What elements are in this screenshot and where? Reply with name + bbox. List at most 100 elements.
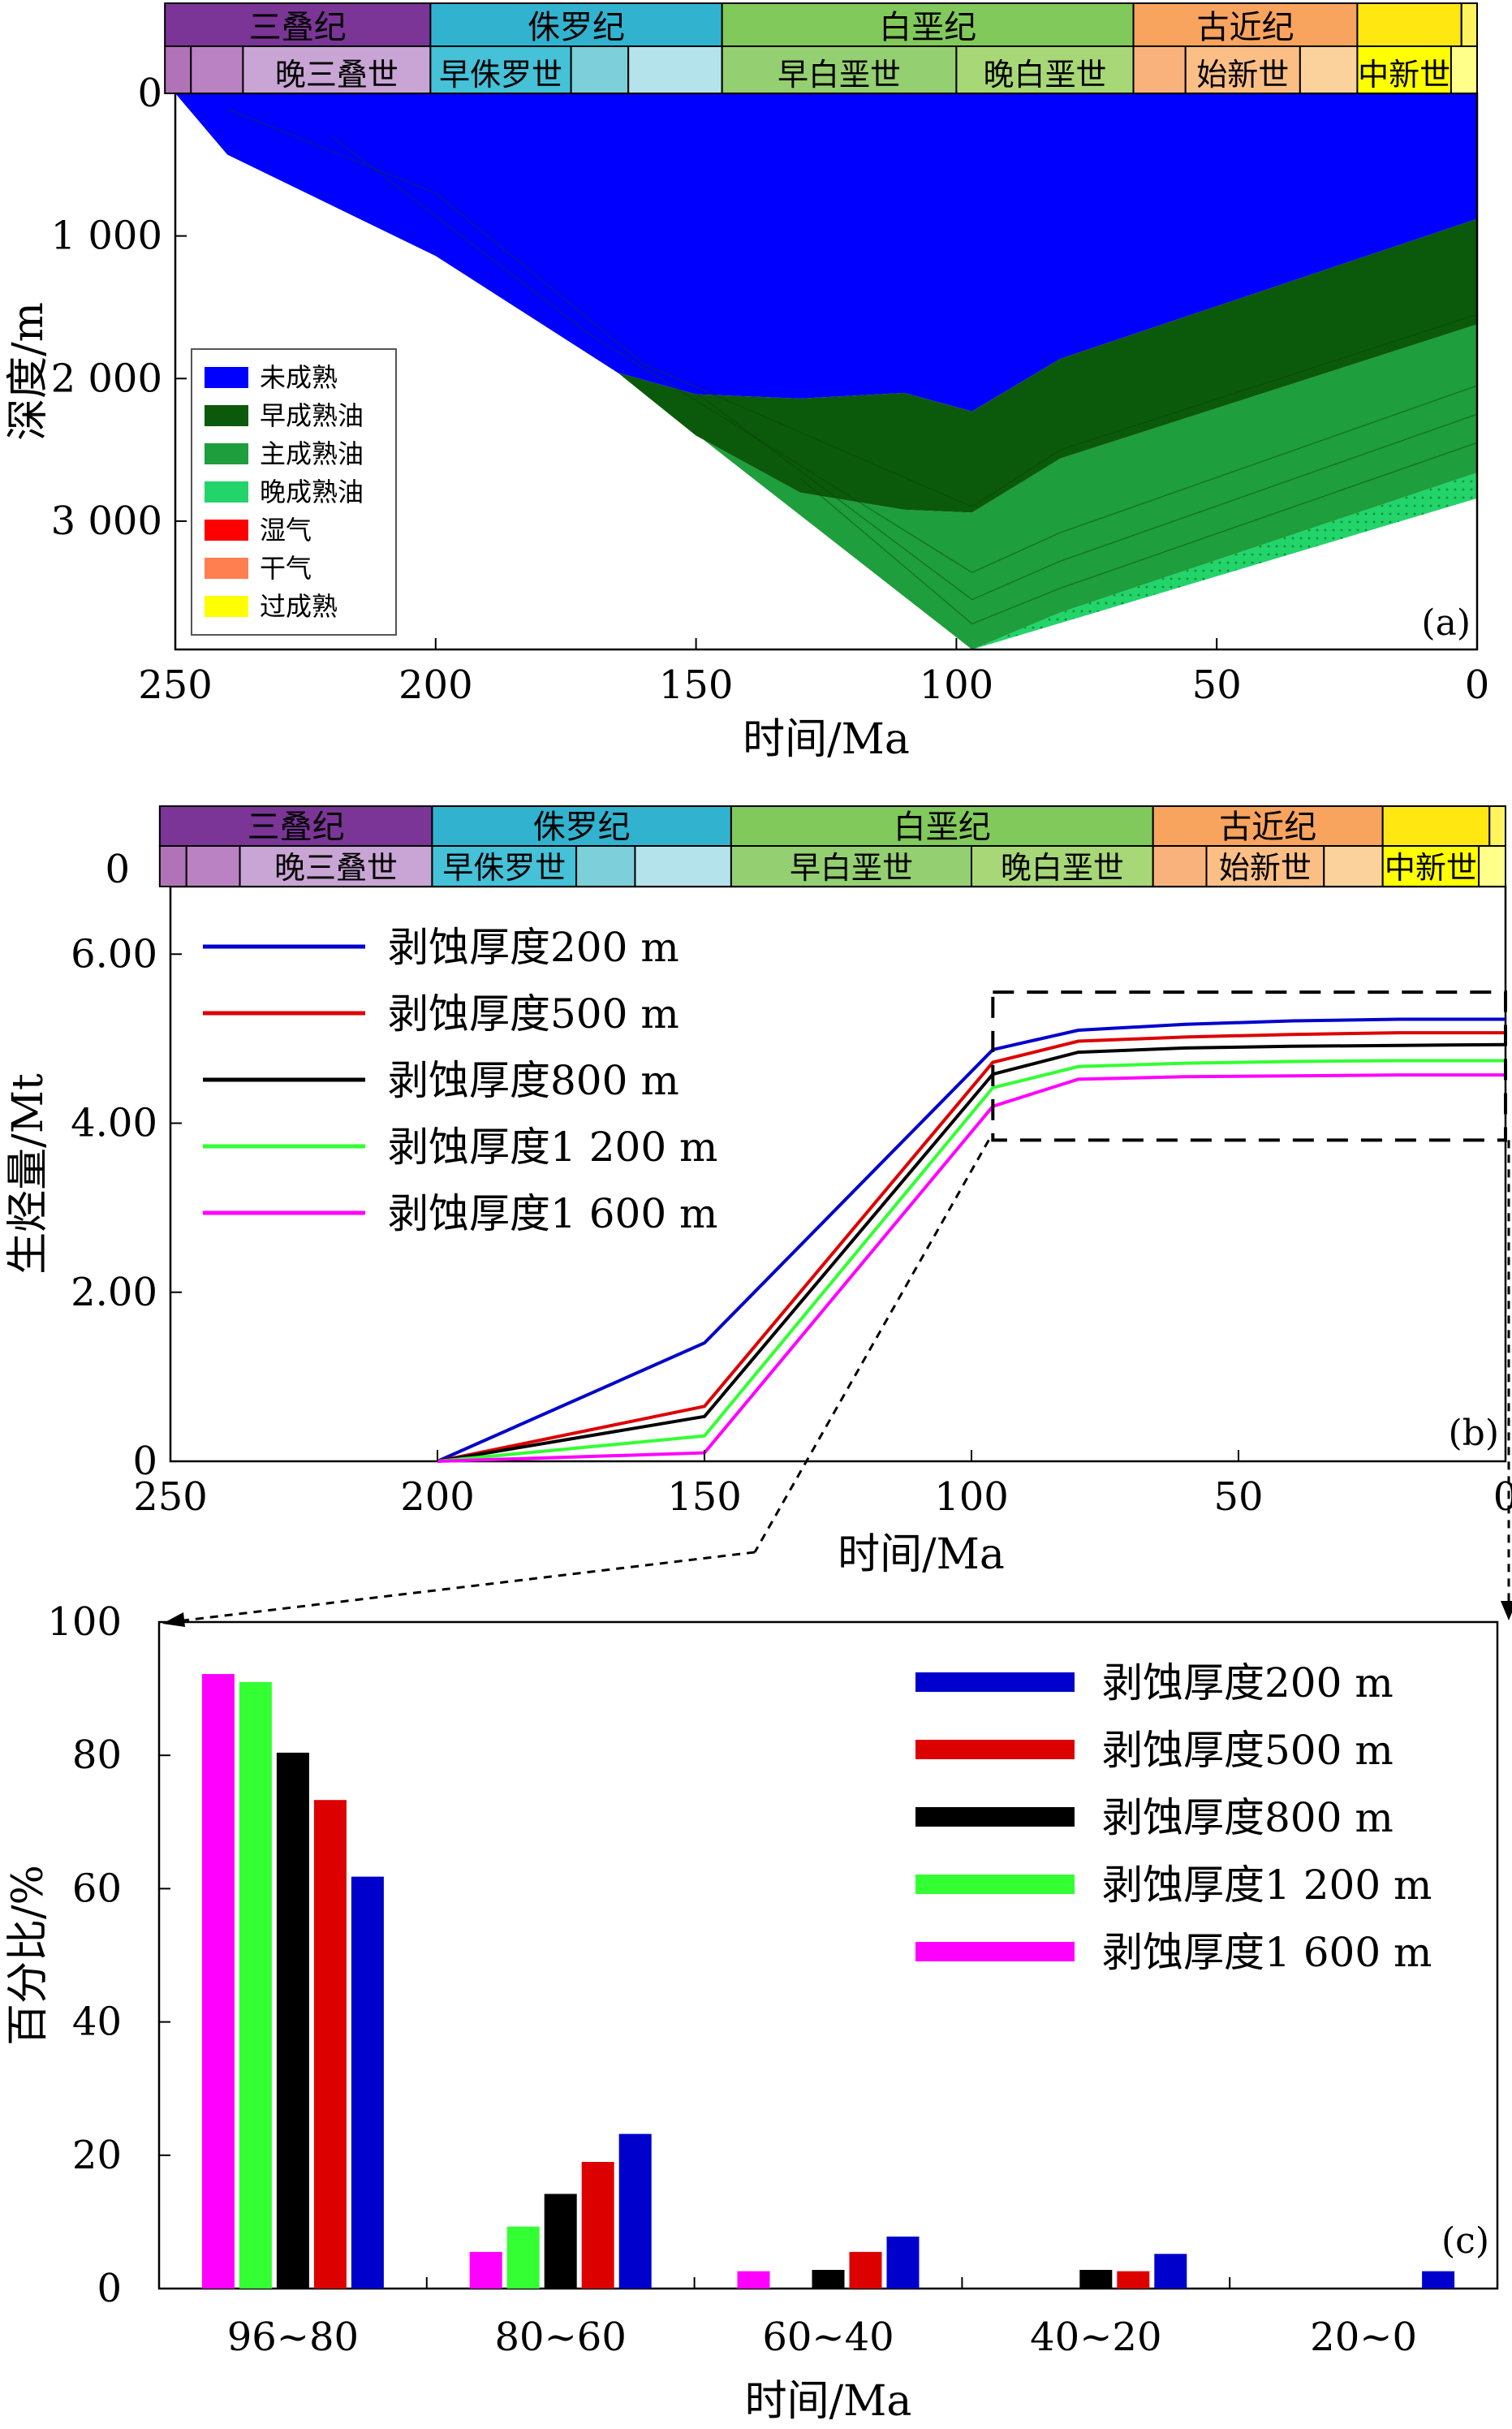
bar-2-2 bbox=[812, 2270, 845, 2289]
epoch-label: 早侏罗世 bbox=[439, 57, 562, 93]
epoch-cell bbox=[730, 845, 973, 887]
series-line-0 bbox=[437, 1017, 1506, 1463]
legend-label: 剥蚀厚度500 m bbox=[388, 990, 679, 1038]
panel-label: (b) bbox=[1449, 1413, 1500, 1454]
legend-swatch bbox=[915, 1672, 1075, 1692]
period-cell bbox=[730, 805, 1154, 847]
legend-label: 剥蚀厚度200 m bbox=[1102, 1659, 1394, 1706]
bar-0-1 bbox=[239, 1681, 272, 2289]
bar-2-3 bbox=[849, 2251, 882, 2289]
epoch-label: 中新世 bbox=[1385, 850, 1477, 886]
series-line-3 bbox=[437, 1059, 1506, 1463]
bar-1-2 bbox=[544, 2194, 577, 2289]
legend-swatch bbox=[205, 596, 248, 617]
panel-a-burial-history: 250 200 150 100 50 0 0 1 000 2 000 3 000 时间/Ma 深度/m… bbox=[4, 71, 1489, 764]
x-tick-label: 100 bbox=[920, 662, 994, 708]
y-tick-label: 40 bbox=[72, 2000, 122, 2045]
epoch-cell bbox=[575, 845, 636, 887]
epoch-label: 晚白垩世 bbox=[983, 57, 1106, 93]
period-cell bbox=[1132, 2, 1359, 47]
epoch-cell bbox=[1478, 845, 1506, 887]
legend-swatch bbox=[205, 443, 248, 464]
y-tick-label: 0 bbox=[132, 1439, 157, 1484]
period-label: 白垩纪 bbox=[894, 809, 991, 846]
epoch-label: 始新世 bbox=[1196, 57, 1289, 93]
y-tick-label: 80 bbox=[72, 1732, 122, 1778]
layer-line bbox=[331, 136, 1478, 573]
y-tick-label: 20 bbox=[72, 2133, 122, 2178]
epoch-cell bbox=[164, 45, 192, 94]
layer-line bbox=[226, 108, 1478, 508]
legend-label: 剥蚀厚度800 m bbox=[1102, 1794, 1394, 1841]
panel-c-percentage: 96~80 80~60 60~40 40~20 20~0 0 20 40 60 80 100 时间/M… bbox=[4, 1599, 1499, 2426]
zone-early-oil bbox=[618, 218, 1477, 513]
x-tick-label: 150 bbox=[659, 662, 734, 708]
y-tick-label: 1 000 bbox=[51, 214, 162, 259]
period-cell bbox=[1488, 805, 1507, 847]
epoch-label: 晚三叠世 bbox=[275, 57, 398, 93]
period-cell bbox=[1460, 2, 1478, 47]
y-tick-label: 4.00 bbox=[71, 1101, 157, 1146]
legend-label: 剥蚀厚度1 200 m bbox=[1102, 1862, 1432, 1909]
strat-zero-label: 0 bbox=[105, 847, 130, 892]
x-category-label: 80~60 bbox=[495, 2315, 627, 2360]
legend-swatch bbox=[915, 1942, 1075, 1961]
legend-swatch bbox=[205, 405, 248, 426]
epoch-cell bbox=[1132, 45, 1187, 94]
bar-4-4 bbox=[1422, 2271, 1455, 2289]
period-cell bbox=[1152, 805, 1384, 847]
x-tick-label: 250 bbox=[133, 1474, 208, 1520]
bar-3-4 bbox=[1154, 2254, 1187, 2289]
y-tick-label: 3 000 bbox=[51, 498, 162, 544]
period-cell bbox=[429, 2, 723, 47]
epoch-cell bbox=[955, 45, 1135, 94]
x-tick-label: 200 bbox=[398, 662, 473, 708]
epoch-cell bbox=[721, 45, 958, 94]
arrow-head bbox=[1501, 1601, 1512, 1620]
y-tick-label: 100 bbox=[47, 1599, 122, 1645]
epoch-cell bbox=[627, 45, 723, 94]
epoch-cell bbox=[1299, 45, 1359, 94]
x-tick-label: 0 bbox=[1493, 1474, 1512, 1520]
bar-2-4 bbox=[886, 2236, 920, 2289]
period-cell bbox=[721, 2, 1135, 47]
x-tick-label: 100 bbox=[934, 1474, 1009, 1520]
x-category-label: 96~80 bbox=[227, 2315, 359, 2360]
y-axis-label: 百分比/% bbox=[4, 1865, 53, 2046]
legend-frame bbox=[191, 348, 397, 636]
zone-main-oil bbox=[618, 324, 1477, 649]
zone-late-oil bbox=[971, 472, 1477, 649]
legend-swatch bbox=[915, 1740, 1075, 1759]
epoch-cell bbox=[242, 45, 432, 94]
connector-line bbox=[170, 1551, 756, 1624]
series-line-1 bbox=[437, 1031, 1506, 1463]
epoch-cell bbox=[429, 45, 572, 94]
x-tick-label: 150 bbox=[667, 1474, 742, 1520]
zoom-connectors bbox=[162, 1139, 1512, 1627]
epoch-cell bbox=[190, 45, 244, 94]
period-label: 侏罗纪 bbox=[528, 9, 625, 46]
epoch-label: 早侏罗世 bbox=[442, 850, 566, 886]
bar-3-2 bbox=[1079, 2270, 1113, 2289]
epoch-cell bbox=[1205, 845, 1325, 887]
layer-line bbox=[696, 392, 1478, 601]
epoch-label: 早白垩世 bbox=[790, 850, 913, 886]
legend-label: 早成熟油 bbox=[260, 400, 364, 431]
y-axis-label: 深度/m bbox=[4, 302, 53, 441]
y-tick-label: 60 bbox=[72, 1866, 122, 1911]
legend-label: 剥蚀厚度1 600 m bbox=[388, 1190, 717, 1237]
legend-label: 主成熟油 bbox=[260, 438, 364, 469]
bar-2-0 bbox=[737, 2271, 770, 2289]
epoch-cell bbox=[971, 845, 1154, 887]
connector-line bbox=[753, 1139, 990, 1553]
x-axis-label: 时间/Ma bbox=[745, 2377, 912, 2426]
x-tick-label: 50 bbox=[1192, 662, 1242, 708]
legend-label: 晚成熟油 bbox=[260, 477, 364, 507]
period-cell bbox=[1381, 805, 1491, 847]
x-category-label: 20~0 bbox=[1310, 2315, 1417, 2360]
zone-immature bbox=[175, 93, 1477, 412]
epoch-cell bbox=[239, 845, 433, 887]
legend-label: 剥蚀厚度1 600 m bbox=[1102, 1929, 1432, 1976]
legend-label: 干气 bbox=[260, 553, 312, 584]
x-tick-label: 0 bbox=[1465, 662, 1490, 708]
